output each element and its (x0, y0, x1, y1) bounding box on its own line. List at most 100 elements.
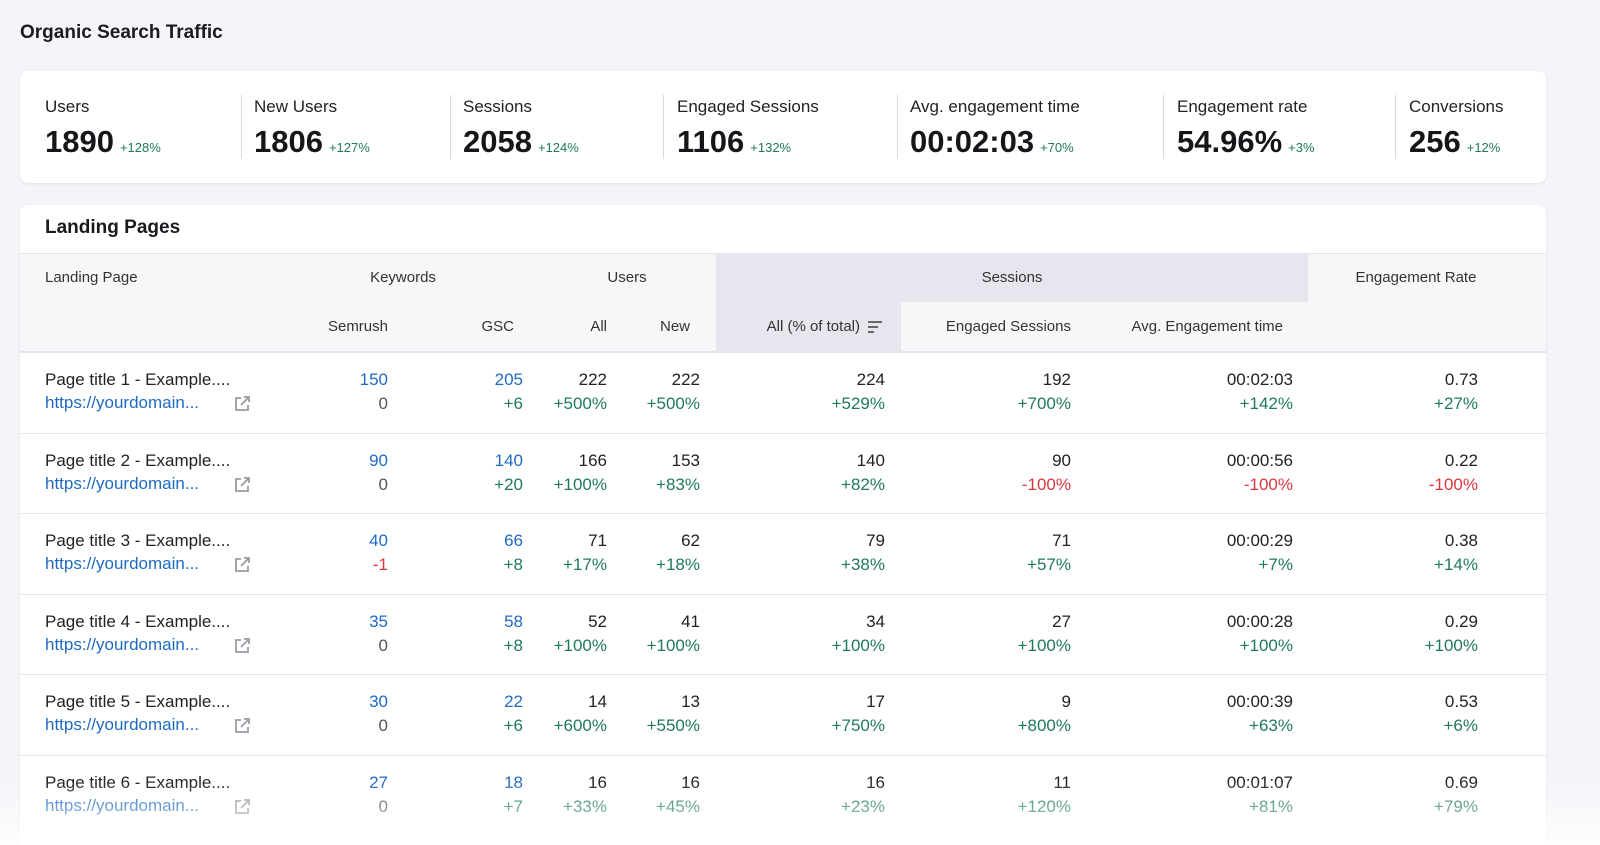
metric-label: New Users (254, 97, 338, 116)
page-title: Organic Search Traffic (20, 22, 223, 43)
metric-value: 1806 (254, 124, 323, 159)
cell-change: +79% (1434, 796, 1478, 816)
cell-change: +529% (831, 394, 885, 413)
cell-change: +8 (503, 555, 523, 574)
sub-header[interactable]: New (659, 318, 690, 335)
cell-change: -100% (1243, 474, 1293, 494)
cell-change: +500% (553, 394, 607, 413)
cell-change: +23% (841, 796, 885, 816)
cell-change: +38% (841, 555, 885, 574)
metric-value: 1890 (45, 124, 114, 159)
cell-value: 11 (1053, 772, 1071, 792)
page-url[interactable]: https://yourdomain... (45, 715, 200, 734)
cell-value: 16 (681, 772, 700, 792)
cell-value: 41 (681, 611, 700, 631)
cell-change: +500% (646, 394, 700, 413)
group-header[interactable]: Sessions (981, 269, 1043, 286)
metric-value-row: 1806 +127% (254, 124, 370, 160)
cell-value: 153 (671, 450, 700, 470)
page-url[interactable]: https://yourdomain... (45, 795, 200, 815)
cell-change: +600% (553, 716, 607, 735)
external-link-icon[interactable] (233, 395, 251, 413)
cell-change: +82% (841, 474, 885, 494)
metric-value-row: 256 +12% (1409, 124, 1500, 160)
cell-change: +6 (503, 716, 523, 735)
metric-divider (450, 95, 451, 159)
cell-change: +100% (553, 474, 607, 494)
metric-change: +124% (537, 140, 579, 155)
cell-value[interactable]: 22 (504, 692, 523, 711)
sessions-group-bg (716, 253, 1308, 302)
cell-change: +100% (1017, 635, 1071, 655)
external-link-svg (235, 557, 250, 572)
cell-value: 0.53 (1444, 692, 1478, 711)
external-link-icon[interactable] (233, 476, 251, 494)
metric-label: Conversions (1409, 97, 1504, 116)
cell-value: 52 (588, 611, 607, 631)
sub-header[interactable]: Engaged Sessions (945, 318, 1071, 335)
cell-value[interactable]: 66 (504, 531, 523, 550)
row-divider (20, 352, 1546, 353)
cell-value[interactable]: 140 (494, 450, 523, 470)
cell-value: 16 (866, 772, 885, 792)
table-title: Landing Pages (45, 217, 181, 238)
group-header[interactable]: Keywords (370, 269, 436, 286)
metrics-card (20, 71, 1546, 183)
sub-header[interactable]: All (% of total) (766, 318, 860, 335)
cell-value[interactable]: 205 (494, 370, 523, 389)
cell-value[interactable]: 58 (504, 611, 523, 631)
metric-change: +12% (1466, 140, 1501, 155)
metric-change: +127% (328, 140, 370, 155)
cell-value[interactable]: 90 (369, 450, 388, 470)
row-divider (20, 513, 1546, 514)
external-link-svg (235, 718, 250, 733)
page-url[interactable]: https://yourdomain... (45, 473, 200, 493)
cell-change: +100% (831, 635, 885, 655)
metric-value-row: 2058 +124% (463, 124, 579, 160)
cell-change: 0 (378, 394, 388, 413)
cell-value: 00:00:56 (1226, 450, 1293, 470)
cell-value: 192 (1042, 370, 1071, 389)
external-link-icon[interactable] (233, 637, 251, 655)
cell-value: 0.73 (1444, 370, 1478, 389)
external-link-svg (235, 396, 250, 411)
sub-header[interactable]: GSC (481, 318, 514, 335)
external-link-svg (235, 637, 250, 653)
cell-value[interactable]: 30 (369, 692, 388, 711)
cell-change: +27% (1434, 394, 1478, 413)
cell-change: +750% (831, 716, 885, 735)
cell-change: -100% (1021, 474, 1071, 494)
cell-change: +45% (656, 796, 700, 816)
metric-divider (897, 95, 898, 159)
cell-value[interactable]: 40 (369, 531, 388, 550)
cell-value: 17 (866, 692, 885, 711)
cell-change: +550% (646, 716, 700, 735)
page-url[interactable]: https://yourdomain... (45, 554, 200, 573)
sub-header[interactable]: All (590, 318, 607, 335)
sub-header[interactable]: Avg. Engagement time (1131, 318, 1283, 335)
sub-header[interactable]: Semrush (327, 318, 388, 335)
group-header[interactable]: Users (607, 269, 647, 286)
external-link-icon[interactable] (233, 556, 251, 574)
metric-value-row: 1890 +128% (45, 124, 161, 160)
group-header[interactable]: Engagement Rate (1355, 269, 1477, 286)
metric-value-row: 1106 +132% (677, 124, 791, 160)
external-link-icon[interactable] (233, 717, 251, 735)
cell-change: +17% (563, 555, 607, 574)
metric-value-row: 00:02:03 +70% (910, 124, 1074, 160)
sort-icon[interactable] (868, 320, 884, 334)
external-link-svg (235, 476, 250, 492)
row-divider (20, 754, 1546, 756)
cell-value: 14 (588, 692, 607, 711)
cell-change: +6 (503, 394, 523, 413)
cell-value[interactable]: 150 (359, 370, 388, 389)
page-url[interactable]: https://yourdomain... (45, 393, 200, 412)
page-url[interactable]: https://yourdomain... (45, 634, 200, 654)
cell-change: +83% (656, 474, 700, 494)
metric-label: Users (45, 97, 90, 116)
metric-value: 54.96% (1177, 124, 1283, 159)
cell-value: 0.29 (1444, 611, 1478, 631)
cell-value[interactable]: 35 (369, 611, 388, 631)
cell-value: 79 (866, 531, 885, 550)
cell-change: +100% (553, 635, 607, 655)
